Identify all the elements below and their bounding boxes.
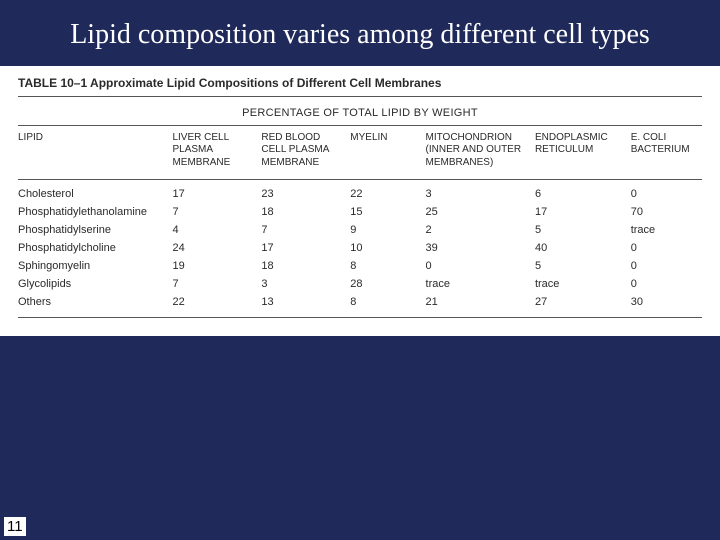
lipid-table: LIPID LIVER CELL PLASMA MEMBRANE RED BLO… (18, 126, 702, 312)
cell: 70 (627, 203, 702, 221)
cell: 21 (422, 293, 531, 311)
cell: 5 (531, 257, 627, 275)
cell: trace (627, 221, 702, 239)
col-header-6: E. COLI BACTERIUM (627, 126, 702, 180)
cell: trace (422, 275, 531, 293)
cell: 15 (346, 203, 421, 221)
slide: Lipid composition varies among different… (0, 0, 720, 540)
cell: 23 (257, 180, 346, 204)
col-header-5: ENDOPLASMIC RETICULUM (531, 126, 627, 180)
table-row: Glycolipids7328tracetrace0 (18, 275, 702, 293)
table-row: Phosphatidylcholine24171039400 (18, 239, 702, 257)
row-label: Phosphatidylcholine (18, 239, 168, 257)
cell: 0 (627, 180, 702, 204)
col-header-2: RED BLOOD CELL PLASMA MEMBRANE (257, 126, 346, 180)
table-row: Sphingomyelin19188050 (18, 257, 702, 275)
cell: 25 (422, 203, 531, 221)
cell: 18 (257, 257, 346, 275)
cell: 9 (346, 221, 421, 239)
cell: 8 (346, 293, 421, 311)
cell: 7 (168, 203, 257, 221)
row-label: Glycolipids (18, 275, 168, 293)
cell: 27 (531, 293, 627, 311)
cell: 3 (257, 275, 346, 293)
cell: 4 (168, 221, 257, 239)
row-label: Cholesterol (18, 180, 168, 204)
cell: 24 (168, 239, 257, 257)
row-label: Sphingomyelin (18, 257, 168, 275)
table-panel: TABLE 10–1 Approximate Lipid Composition… (0, 66, 720, 337)
cell: 17 (257, 239, 346, 257)
col-header-0: LIPID (18, 126, 168, 180)
cell: 2 (422, 221, 531, 239)
table-head: LIPID LIVER CELL PLASMA MEMBRANE RED BLO… (18, 126, 702, 180)
cell: 0 (627, 239, 702, 257)
cell: 7 (257, 221, 346, 239)
cell: 0 (627, 275, 702, 293)
page-number: 11 (4, 517, 26, 536)
cell: 0 (422, 257, 531, 275)
row-label: Phosphatidylethanolamine (18, 203, 168, 221)
table-caption: TABLE 10–1 Approximate Lipid Composition… (18, 76, 702, 90)
cell: 6 (531, 180, 627, 204)
table-body: Cholesterol172322360Phosphatidylethanola… (18, 180, 702, 312)
title-area: Lipid composition varies among different… (0, 0, 720, 66)
cell: 30 (627, 293, 702, 311)
cell: 39 (422, 239, 531, 257)
rule-bottom (18, 317, 702, 318)
slide-title: Lipid composition varies among different… (40, 18, 680, 52)
col-header-3: MYELIN (346, 126, 421, 180)
row-label: Phosphatidylserine (18, 221, 168, 239)
cell: 5 (531, 221, 627, 239)
row-label: Others (18, 293, 168, 311)
cell: 18 (257, 203, 346, 221)
col-header-1: LIVER CELL PLASMA MEMBRANE (168, 126, 257, 180)
table-row: Phosphatidylserine47925trace (18, 221, 702, 239)
cell: 10 (346, 239, 421, 257)
cell: 28 (346, 275, 421, 293)
cell: trace (531, 275, 627, 293)
cell: 17 (531, 203, 627, 221)
cell: 13 (257, 293, 346, 311)
cell: 7 (168, 275, 257, 293)
table-row: Others22138212730 (18, 293, 702, 311)
col-header-4: MITOCHONDRION (INNER AND OUTER MEMBRANES… (422, 126, 531, 180)
cell: 22 (168, 293, 257, 311)
cell: 40 (531, 239, 627, 257)
table-row: Phosphatidylethanolamine71815251770 (18, 203, 702, 221)
cell: 22 (346, 180, 421, 204)
table-superheader: PERCENTAGE OF TOTAL LIPID BY WEIGHT (18, 97, 702, 125)
cell: 3 (422, 180, 531, 204)
cell: 0 (627, 257, 702, 275)
table-row: Cholesterol172322360 (18, 180, 702, 204)
header-row: LIPID LIVER CELL PLASMA MEMBRANE RED BLO… (18, 126, 702, 180)
cell: 17 (168, 180, 257, 204)
cell: 19 (168, 257, 257, 275)
cell: 8 (346, 257, 421, 275)
